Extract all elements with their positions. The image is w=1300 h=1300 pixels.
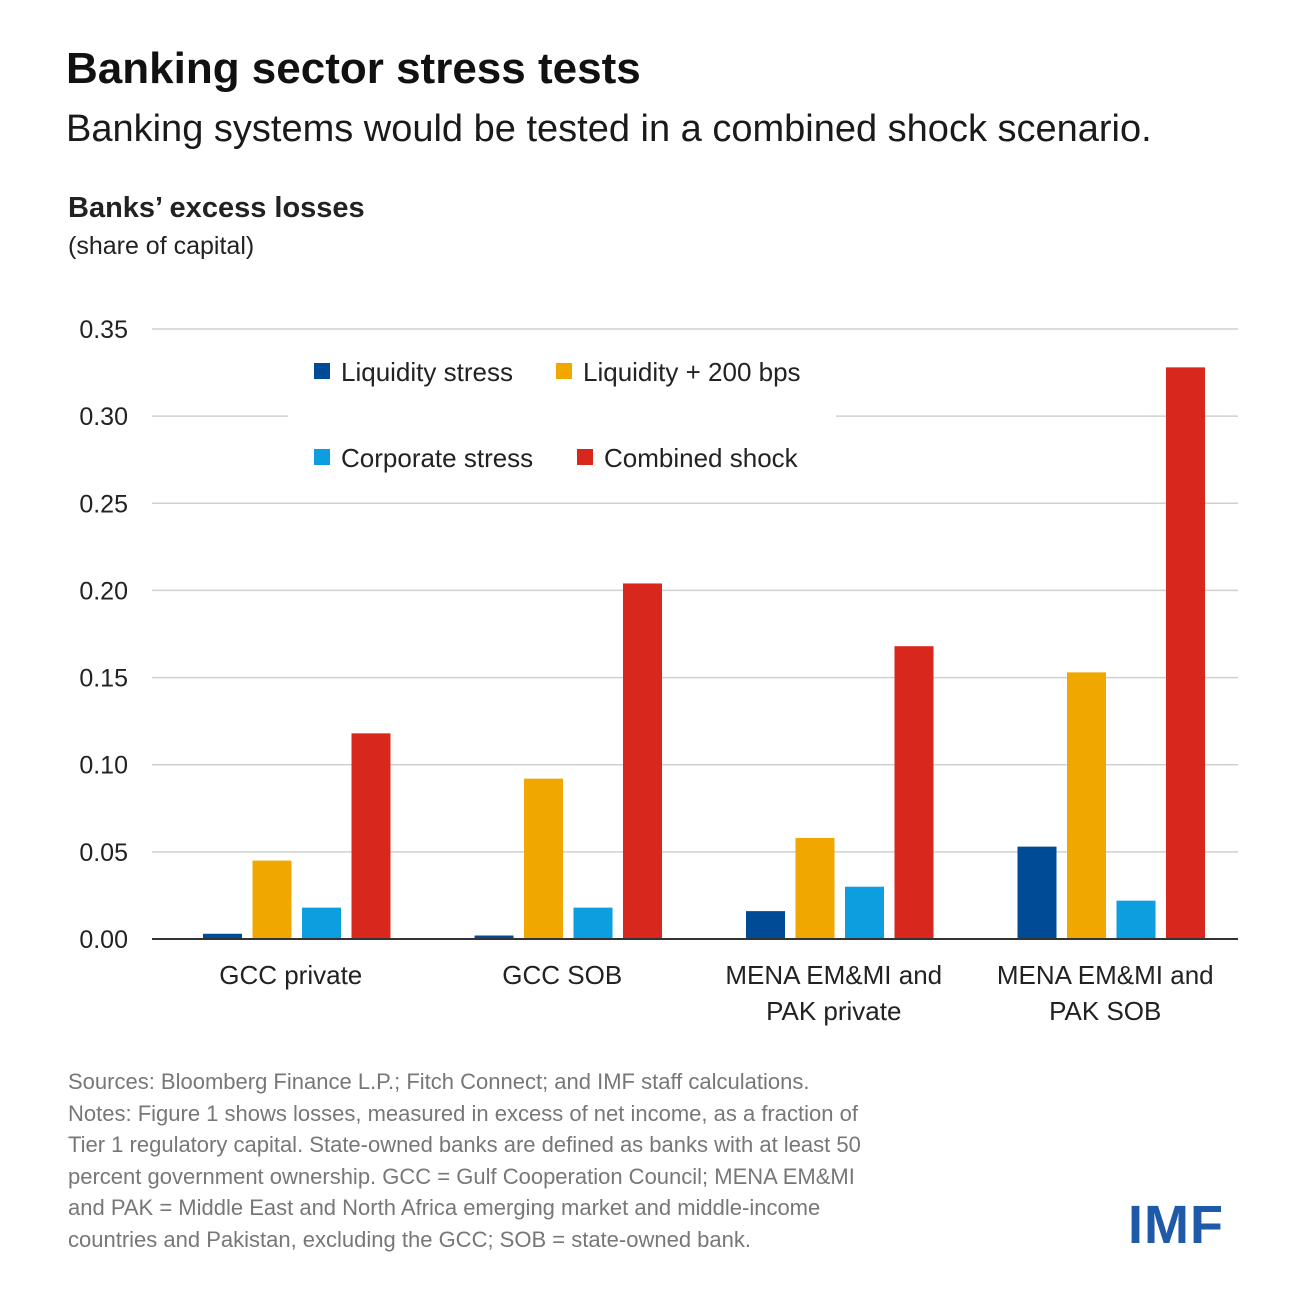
- y-tick-label: 0.00: [79, 926, 128, 954]
- bar: [795, 837, 835, 939]
- source-notes: Sources: Bloomberg Finance L.P.; Fitch C…: [68, 1066, 988, 1255]
- x-category-label: MENA EM&MI and: [725, 960, 942, 990]
- bar: [474, 935, 514, 939]
- bar: [302, 907, 341, 939]
- bar: [573, 907, 613, 939]
- y-axis-label: Banks’ excess losses: [68, 192, 365, 224]
- y-tick-label: 0.20: [79, 577, 128, 605]
- notes-line: Notes: Figure 1 shows losses, measured i…: [68, 1100, 858, 1126]
- notes-line: and PAK = Middle East and North Africa e…: [68, 1195, 821, 1220]
- y-tick-label: 0.25: [79, 490, 128, 518]
- legend-label: Corporate stress: [341, 443, 533, 473]
- y-tick-label: 0.10: [79, 752, 128, 780]
- notes-line: Tier 1 regulatory capital. State-owned b…: [68, 1132, 861, 1157]
- legend-swatch: [577, 449, 593, 465]
- notes-line: countries and Pakistan, excluding the GC…: [68, 1226, 751, 1252]
- x-category-label: MENA EM&MI and: [997, 960, 1214, 990]
- legend-label: Combined shock: [604, 443, 799, 473]
- bars: [203, 367, 1205, 939]
- legend-label: Liquidity stress: [341, 357, 513, 387]
- y-tick-label: 0.30: [79, 403, 128, 431]
- y-axis-unit: (share of capital): [68, 232, 255, 260]
- chart-subtitle: Banking systems would be tested in a com…: [66, 108, 1152, 150]
- bar: [1067, 672, 1106, 939]
- chart-title: Banking sector stress tests: [66, 44, 641, 93]
- bar: [1116, 900, 1156, 939]
- bar: [351, 733, 391, 939]
- bar: [894, 646, 934, 939]
- notes-line: Sources: Bloomberg Finance L.P.; Fitch C…: [68, 1069, 810, 1094]
- x-category-label: PAK SOB: [1049, 996, 1161, 1026]
- bar: [1166, 367, 1205, 939]
- imf-logo: IMF: [1128, 1195, 1224, 1255]
- bar: [746, 911, 785, 939]
- legend-swatch: [314, 449, 330, 465]
- x-category-label: PAK private: [766, 996, 901, 1026]
- x-category-label: GCC private: [219, 960, 362, 990]
- axes: 0.00 0.05 0.10 0.15 0.20 0.25 0.30 0.35 GCC priv…: [79, 316, 1238, 1026]
- y-tick-label: 0.15: [79, 665, 128, 693]
- x-category-label: GCC SOB: [502, 960, 622, 990]
- legend-label: Liquidity + 200 bps: [583, 357, 801, 387]
- bar: [252, 860, 292, 939]
- bar: [1017, 846, 1057, 939]
- legend-swatch: [314, 363, 330, 379]
- legend-swatch: [556, 363, 572, 379]
- bar: [524, 778, 563, 939]
- notes-line: percent government ownership. GCC = Gulf…: [68, 1163, 855, 1189]
- bar-chart: 0.00 0.05 0.10 0.15 0.20 0.25 0.30 0.35 GCC priv…: [79, 316, 1238, 1026]
- legend: Liquidity stress Liquidity + 200 bps Corpo…: [314, 357, 801, 473]
- y-tick-label: 0.05: [79, 839, 128, 867]
- bar: [845, 886, 884, 939]
- bar: [623, 583, 662, 939]
- y-tick-label: 0.35: [79, 316, 128, 344]
- bar: [203, 933, 242, 939]
